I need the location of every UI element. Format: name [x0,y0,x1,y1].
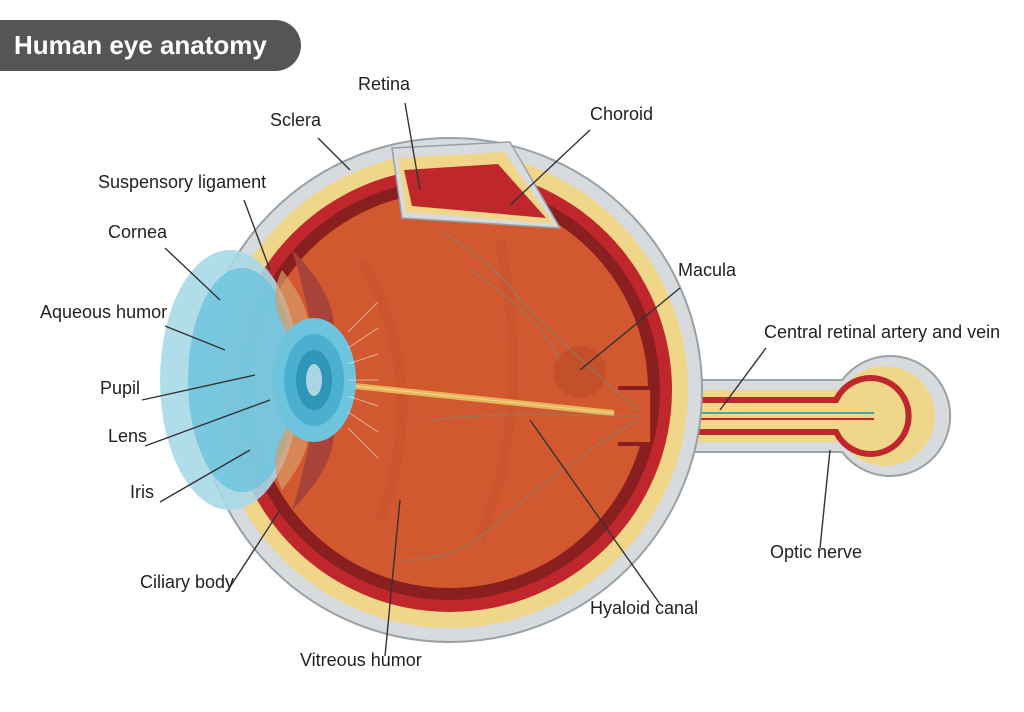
label-aqueous: Aqueous humor [40,302,167,323]
label-optic: Optic nerve [770,542,862,563]
label-susp: Suspensory ligament [98,172,266,193]
label-iris: Iris [130,482,154,503]
label-central: Central retinal artery and vein [764,322,1000,343]
label-sclera: Sclera [270,110,321,131]
label-pupil: Pupil [100,378,140,399]
eye-diagram [0,0,1024,712]
label-hyaloid: Hyaloid canal [590,598,698,619]
label-lens: Lens [108,426,147,447]
label-cornea: Cornea [108,222,167,243]
label-macula: Macula [678,260,736,281]
label-retina: Retina [358,74,410,95]
label-ciliary: Ciliary body [140,572,234,593]
label-choroid: Choroid [590,104,653,125]
label-vitreous: Vitreous humor [300,650,422,671]
